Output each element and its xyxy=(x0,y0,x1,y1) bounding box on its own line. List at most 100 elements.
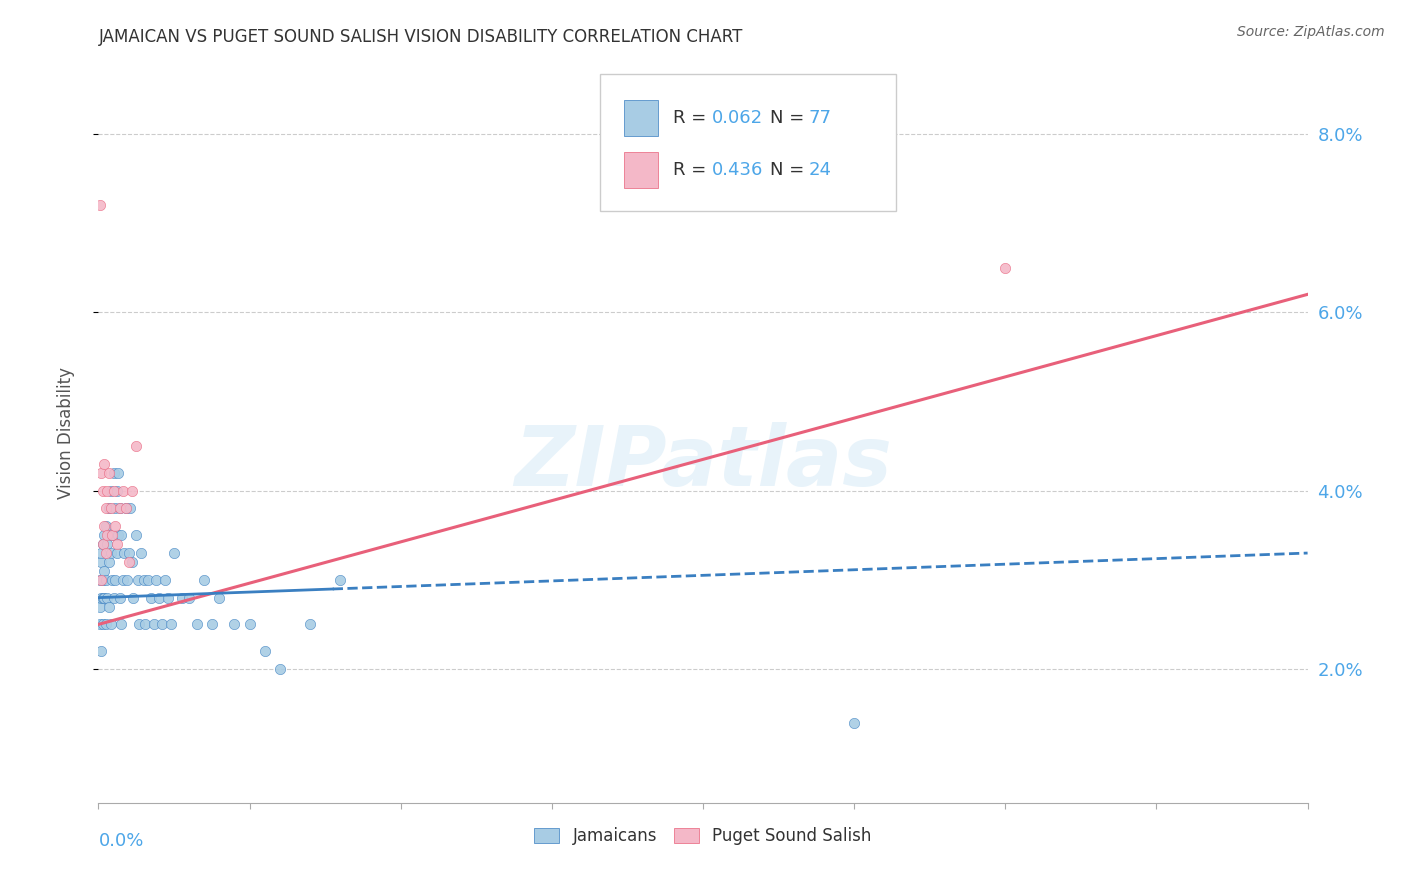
Point xyxy=(89,573,111,587)
Point xyxy=(105,537,128,551)
Text: 0.0%: 0.0% xyxy=(98,832,143,850)
Point xyxy=(90,644,112,658)
Point xyxy=(89,617,111,632)
Point xyxy=(91,483,114,498)
Point xyxy=(90,573,112,587)
Point xyxy=(94,617,117,632)
Point xyxy=(96,537,118,551)
Point xyxy=(96,528,118,542)
Point xyxy=(108,591,131,605)
Point xyxy=(132,573,155,587)
Point xyxy=(94,519,117,533)
Point xyxy=(148,591,170,605)
Point xyxy=(844,715,866,730)
Point xyxy=(299,617,322,632)
Point xyxy=(224,617,246,632)
Point xyxy=(118,546,141,560)
Point xyxy=(239,617,262,632)
Y-axis label: Vision Disability: Vision Disability xyxy=(56,367,75,499)
Point xyxy=(111,483,134,498)
Point xyxy=(103,591,125,605)
Point xyxy=(91,573,114,587)
Text: 24: 24 xyxy=(808,161,831,178)
Point xyxy=(186,617,208,632)
Point xyxy=(101,528,124,542)
Point xyxy=(89,198,111,212)
Point xyxy=(98,501,121,516)
Point xyxy=(127,573,149,587)
Text: Source: ZipAtlas.com: Source: ZipAtlas.com xyxy=(1237,25,1385,39)
Point xyxy=(125,528,148,542)
Point xyxy=(94,501,117,516)
Point xyxy=(160,617,183,632)
Point xyxy=(104,501,127,516)
Point xyxy=(100,501,122,516)
Legend: Jamaicans, Puget Sound Salish: Jamaicans, Puget Sound Salish xyxy=(526,819,880,854)
Point xyxy=(193,573,215,587)
Text: 77: 77 xyxy=(808,109,831,127)
Point xyxy=(107,466,129,480)
Point xyxy=(150,617,173,632)
FancyBboxPatch shape xyxy=(624,152,658,187)
Point xyxy=(100,617,122,632)
Point xyxy=(125,439,148,453)
Point xyxy=(103,528,125,542)
Point xyxy=(110,617,132,632)
Point xyxy=(253,644,276,658)
Point xyxy=(201,617,224,632)
Point xyxy=(103,483,125,498)
Point xyxy=(153,573,176,587)
Point xyxy=(156,591,179,605)
Text: 0.436: 0.436 xyxy=(711,161,763,178)
Point xyxy=(94,546,117,560)
Point xyxy=(179,591,201,605)
Point xyxy=(96,591,118,605)
Point xyxy=(98,555,121,569)
FancyBboxPatch shape xyxy=(624,100,658,136)
Point xyxy=(104,573,127,587)
Point xyxy=(112,546,135,560)
Point xyxy=(91,537,114,551)
Point xyxy=(91,537,114,551)
Point xyxy=(91,591,114,605)
Point xyxy=(141,591,163,605)
Point xyxy=(107,528,129,542)
Point xyxy=(269,662,291,676)
Point xyxy=(110,528,132,542)
Point xyxy=(94,573,117,587)
Point xyxy=(108,501,131,516)
Point xyxy=(129,546,152,560)
Point xyxy=(121,555,143,569)
Point xyxy=(103,466,125,480)
Text: ZIPatlas: ZIPatlas xyxy=(515,422,891,503)
Point xyxy=(143,617,166,632)
Point xyxy=(90,591,112,605)
Point xyxy=(136,573,159,587)
Point xyxy=(118,555,141,569)
Point xyxy=(101,573,124,587)
Text: 0.062: 0.062 xyxy=(711,109,762,127)
Point xyxy=(163,546,186,560)
Point xyxy=(120,501,142,516)
Point xyxy=(93,564,115,578)
Text: N =: N = xyxy=(769,161,810,178)
Point xyxy=(100,483,122,498)
FancyBboxPatch shape xyxy=(600,73,897,211)
Point xyxy=(128,617,150,632)
Text: JAMAICAN VS PUGET SOUND SALISH VISION DISABILITY CORRELATION CHART: JAMAICAN VS PUGET SOUND SALISH VISION DI… xyxy=(98,28,742,45)
Point xyxy=(104,519,127,533)
Point xyxy=(90,546,112,560)
Point xyxy=(329,573,352,587)
Point xyxy=(91,617,114,632)
Text: N =: N = xyxy=(769,109,810,127)
Point xyxy=(96,483,118,498)
Point xyxy=(994,260,1017,275)
Point xyxy=(115,573,138,587)
Point xyxy=(100,546,122,560)
Point xyxy=(145,573,167,587)
Point xyxy=(114,501,136,516)
Point xyxy=(208,591,231,605)
Point xyxy=(114,501,136,516)
Point xyxy=(134,617,156,632)
Text: R =: R = xyxy=(672,161,711,178)
